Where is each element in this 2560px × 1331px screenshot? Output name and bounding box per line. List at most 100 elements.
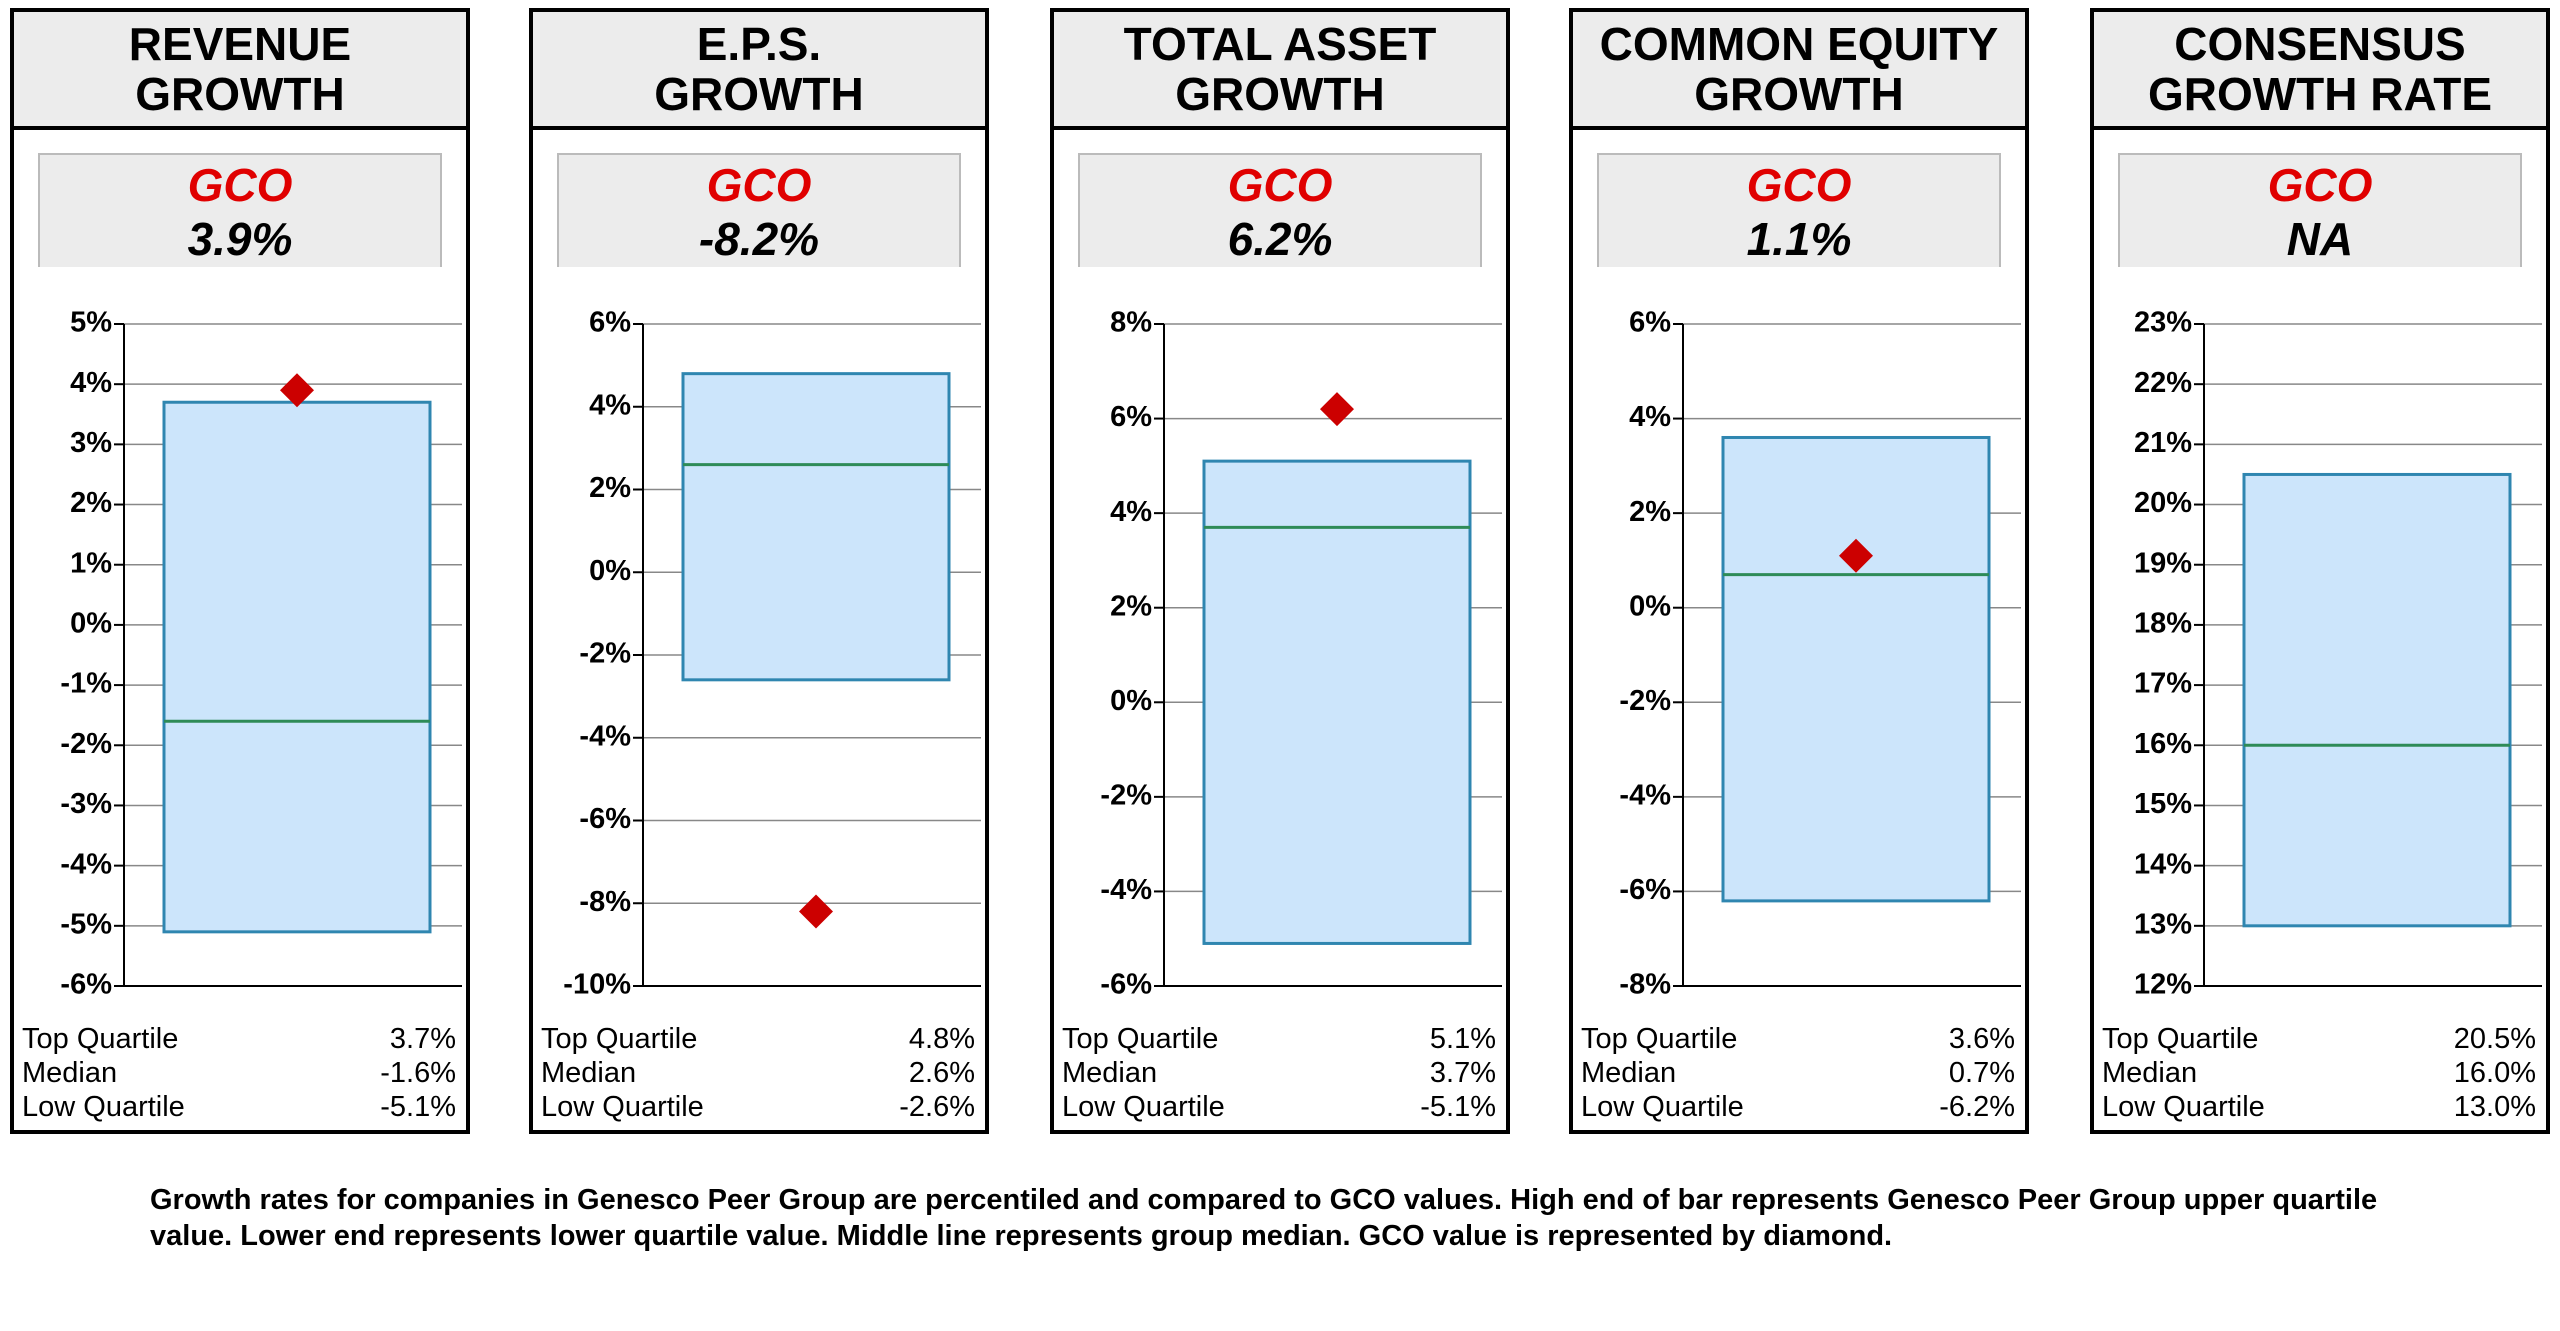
stat-label: Low Quartile xyxy=(2102,1091,2265,1123)
stat-value: -1.6% xyxy=(380,1057,456,1089)
stat-label: Low Quartile xyxy=(541,1091,704,1123)
stat-row: Median -1.6% xyxy=(22,1056,456,1090)
panel-title: TOTAL ASSET GROWTH xyxy=(1054,12,1506,130)
panel-title: CONSENSUS GROWTH RATE xyxy=(2094,12,2546,130)
stat-row: Median 0.7% xyxy=(1581,1056,2015,1090)
y-tick-label: -6% xyxy=(1100,969,1152,1001)
y-tick-label: 18% xyxy=(2134,608,2192,640)
stat-value: 13.0% xyxy=(2453,1091,2536,1123)
company-value: NA xyxy=(2286,213,2354,265)
company-ticker: GCO xyxy=(187,159,293,211)
y-tick-label: 4% xyxy=(1110,496,1152,528)
quartile-box xyxy=(1202,459,1472,945)
stat-row: Top Quartile 3.7% xyxy=(22,1022,456,1056)
stat-label: Median xyxy=(1581,1057,1677,1089)
y-tick-label: 2% xyxy=(70,487,112,519)
stat-value: 3.7% xyxy=(389,1023,456,1055)
stat-value: 3.6% xyxy=(1948,1023,2015,1055)
y-tick-label: -4% xyxy=(579,720,631,752)
metric-panel: TOTAL ASSET GROWTH GCO 6.2% -6% -4% -2% 0% 2% 4%… xyxy=(1050,8,1510,1134)
company-ticker: GCO xyxy=(1227,159,1333,211)
quartile-box xyxy=(1721,435,1991,903)
stat-label: Median xyxy=(541,1057,637,1089)
y-tick-label: -4% xyxy=(60,848,112,880)
y-tick-label: 2% xyxy=(589,472,631,504)
stat-label: Top Quartile xyxy=(2102,1023,2259,1055)
metric-panel: CONSENSUS GROWTH RATE GCO NA 12% 13% 14% 15% 16… xyxy=(2090,8,2550,1134)
y-tick-label: 23% xyxy=(2134,307,2192,339)
y-tick-label: 0% xyxy=(589,555,631,587)
stat-row: Top Quartile 4.8% xyxy=(541,1022,975,1056)
company-box: GCO -8.2% xyxy=(557,153,961,267)
stat-row: Low Quartile -5.1% xyxy=(1062,1090,1496,1124)
y-tick-label: -6% xyxy=(60,969,112,1001)
stat-label: Low Quartile xyxy=(1062,1091,1225,1123)
y-tick-label: -10% xyxy=(563,969,631,1001)
stat-label: Median xyxy=(1062,1057,1158,1089)
y-tick-label: 2% xyxy=(1629,496,1671,528)
y-tick-label: 12% xyxy=(2134,969,2192,1001)
company-ticker: GCO xyxy=(1746,159,1852,211)
stat-row: Median 3.7% xyxy=(1062,1056,1496,1090)
y-tick-label: 5% xyxy=(70,307,112,339)
stat-row: Low Quartile 13.0% xyxy=(2102,1090,2536,1124)
panel-title: E.P.S. GROWTH xyxy=(533,12,985,130)
stat-label: Low Quartile xyxy=(1581,1091,1744,1123)
y-tick-label: 14% xyxy=(2134,848,2192,880)
y-tick-label: 0% xyxy=(1629,590,1671,622)
y-tick-label: -2% xyxy=(1100,780,1152,812)
y-tick-label: 17% xyxy=(2134,668,2192,700)
company-box: GCO NA xyxy=(2118,153,2522,267)
y-tick-label: 22% xyxy=(2134,367,2192,399)
stat-value: 5.1% xyxy=(1429,1023,1496,1055)
plot: -10% -8% -6% -4% -2% 0% 2% 4% 6% xyxy=(563,307,981,1001)
company-value: -8.2% xyxy=(698,213,820,265)
y-tick-label: -2% xyxy=(579,638,631,670)
company-box: GCO 3.9% xyxy=(38,153,442,267)
metric-panel: COMMON EQUITY GROWTH GCO 1.1% -8% -6% -4% -2% 0… xyxy=(1569,8,2029,1134)
metric-panel: REVENUE GROWTH GCO 3.9% -6% -5% -4% -3% -2% -1% 0… xyxy=(10,8,470,1134)
y-tick-label: 1% xyxy=(70,547,112,579)
stat-label: Low Quartile xyxy=(22,1091,185,1123)
stat-value: 20.5% xyxy=(2453,1023,2536,1055)
quartile-box xyxy=(681,372,951,682)
gco-diamond xyxy=(280,373,314,408)
y-tick-label: 15% xyxy=(2134,788,2192,820)
stat-value: 16.0% xyxy=(2453,1057,2536,1089)
y-tick-label: 4% xyxy=(1629,401,1671,433)
gco-diamond xyxy=(1839,538,1873,573)
y-tick-label: -6% xyxy=(579,803,631,835)
panel-title: COMMON EQUITY GROWTH xyxy=(1573,12,2025,130)
quartile-box xyxy=(2242,472,2512,928)
y-tick-label: -4% xyxy=(1619,780,1671,812)
company-box: GCO 1.1% xyxy=(1597,153,2001,267)
stat-value: 3.7% xyxy=(1429,1057,1496,1089)
y-tick-label: -5% xyxy=(60,908,112,940)
y-tick-label: -3% xyxy=(60,788,112,820)
stat-row: Top Quartile 20.5% xyxy=(2102,1022,2536,1056)
company-box: GCO 6.2% xyxy=(1078,153,1482,267)
panel-title: REVENUE GROWTH xyxy=(14,12,466,130)
y-tick-label: 19% xyxy=(2134,547,2192,579)
stat-value: -6.2% xyxy=(1939,1091,2015,1123)
plot: -8% -6% -4% -2% 0% 2% 4% 6% xyxy=(1619,307,2021,1001)
y-tick-label: -2% xyxy=(60,728,112,760)
plot: -6% -5% -4% -3% -2% -1% 0% 1% 2% 3% 4% 5% xyxy=(60,307,462,1001)
company-value: 6.2% xyxy=(1227,213,1333,265)
stat-row: Low Quartile -6.2% xyxy=(1581,1090,2015,1124)
y-tick-label: -4% xyxy=(1100,874,1152,906)
stat-row: Median 2.6% xyxy=(541,1056,975,1090)
y-tick-label: 13% xyxy=(2134,908,2192,940)
y-tick-label: 4% xyxy=(70,367,112,399)
y-tick-label: 21% xyxy=(2134,427,2192,459)
company-ticker: GCO xyxy=(2267,159,2373,211)
stat-label: Top Quartile xyxy=(1581,1023,1738,1055)
y-tick-label: -6% xyxy=(1619,874,1671,906)
company-ticker: GCO xyxy=(706,159,812,211)
gco-diamond xyxy=(799,894,833,929)
y-tick-label: 16% xyxy=(2134,728,2192,760)
y-tick-label: -8% xyxy=(579,886,631,918)
footnote: Growth rates for companies in Genesco Pe… xyxy=(150,1184,2378,1252)
stat-row: Low Quartile -5.1% xyxy=(22,1090,456,1124)
